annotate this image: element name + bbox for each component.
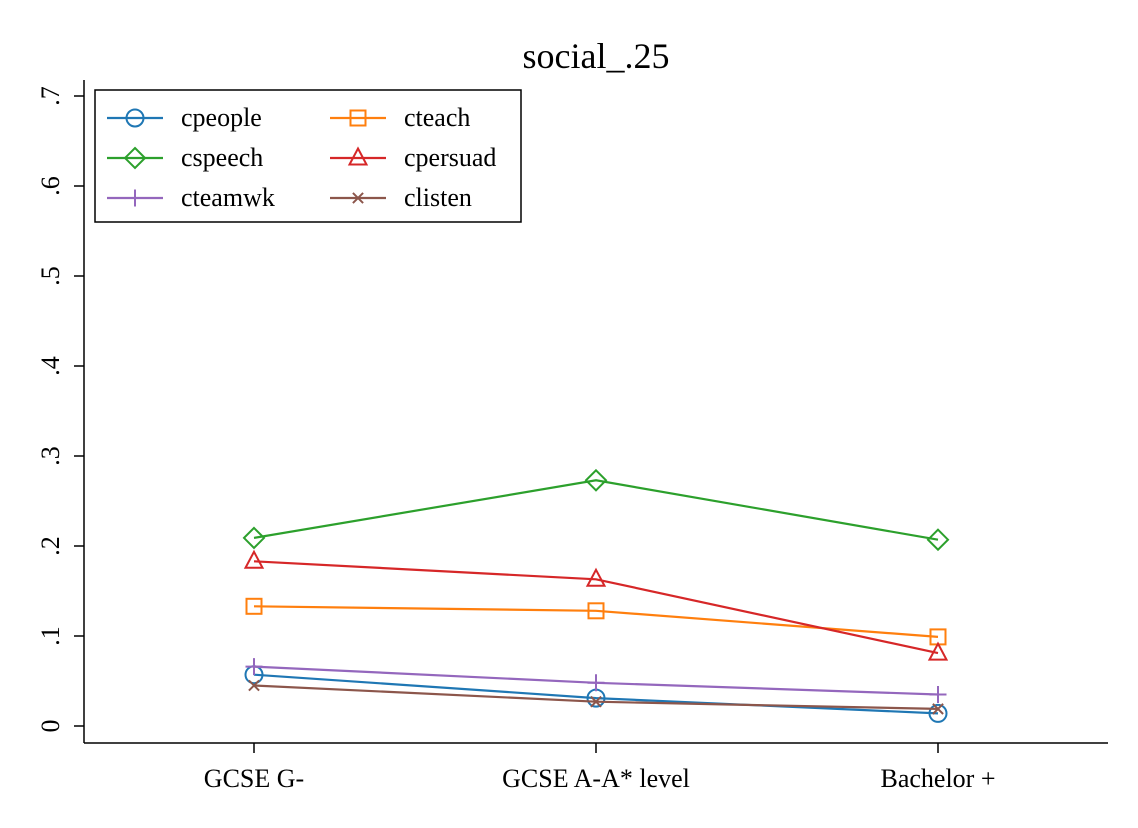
- chart-title: social_.25: [523, 36, 670, 76]
- legend-entry-cpersuad: cpersuad: [330, 143, 496, 172]
- legend-entry-clisten: clisten: [330, 183, 472, 212]
- legend-marker: [125, 108, 145, 128]
- data-point-cteamwk: [929, 686, 947, 703]
- legend-label: cteamwk: [181, 183, 275, 212]
- y-tick-label: .5: [36, 266, 65, 286]
- legend-marker: [349, 109, 367, 127]
- data-point-cteamwk: [245, 658, 263, 676]
- data-point-cteach: [587, 602, 605, 620]
- legend-box: [94, 89, 522, 223]
- legend-marker: [352, 192, 364, 204]
- legend: cpeople cteach cspeech cpersuad cteamwk clist…: [94, 89, 522, 223]
- series-cteamwk: [245, 658, 947, 703]
- series-line-cpeople: [253, 673, 939, 715]
- y-tick-label: .6: [36, 176, 65, 196]
- plot-area: [242, 468, 950, 723]
- legend-marker: [123, 146, 147, 170]
- legend-entry-cspeech: cspeech: [107, 143, 263, 172]
- data-point-clisten: [590, 695, 602, 708]
- marker-shape: [584, 468, 608, 492]
- legend-label: cpersuad: [404, 143, 496, 172]
- data-point-cpersuad: [585, 567, 607, 587]
- series-cpersuad: [243, 549, 949, 661]
- data-point-cteach: [245, 597, 263, 615]
- y-tick-label: .4: [36, 356, 65, 376]
- y-tick-label: 0: [36, 720, 65, 733]
- axes: 0 .1 .2 .3 .4 .5 .6 .7 GCSE G- GCSE A-A* level Bac…: [36, 80, 1108, 793]
- legend-label: clisten: [404, 183, 472, 212]
- data-point-cspeech: [584, 468, 608, 492]
- legend-label: cspeech: [181, 143, 263, 172]
- y-tick-label: .1: [36, 626, 65, 646]
- y-tick-label: .3: [36, 446, 65, 466]
- marker-shape: [123, 146, 147, 170]
- legend-label: cpeople: [181, 103, 262, 132]
- series-line-cpersuad: [253, 560, 939, 655]
- y-tick-label: .7: [36, 86, 65, 106]
- data-point-cteamwk: [587, 674, 605, 692]
- marker-shape: [242, 526, 266, 550]
- x-tick-label: Bachelor +: [880, 764, 995, 793]
- legend-entry-cpeople: cpeople: [107, 103, 262, 132]
- series-clisten: [248, 679, 944, 715]
- series-cspeech: [242, 468, 950, 552]
- data-point-clisten: [248, 679, 260, 692]
- legend-entry-cteach: cteach: [330, 103, 470, 132]
- data-point-cspeech: [242, 526, 266, 550]
- legend-marker: [347, 146, 369, 166]
- x-tick-label: GCSE G-: [204, 764, 304, 793]
- marker-shape: [926, 528, 950, 552]
- data-point-cpeople: [928, 703, 948, 723]
- x-tick-label: GCSE A-A* level: [502, 764, 690, 793]
- legend-label: cteach: [404, 103, 470, 132]
- data-point-cspeech: [926, 528, 950, 552]
- series-line-cspeech: [253, 479, 939, 541]
- data-point-cpersuad: [927, 641, 949, 661]
- legend-entry-cteamwk: cteamwk: [107, 183, 275, 212]
- y-tick-label: .2: [36, 536, 65, 556]
- legend-marker: [126, 189, 144, 207]
- data-point-clisten: [932, 703, 944, 715]
- data-point-cpersuad: [243, 549, 265, 569]
